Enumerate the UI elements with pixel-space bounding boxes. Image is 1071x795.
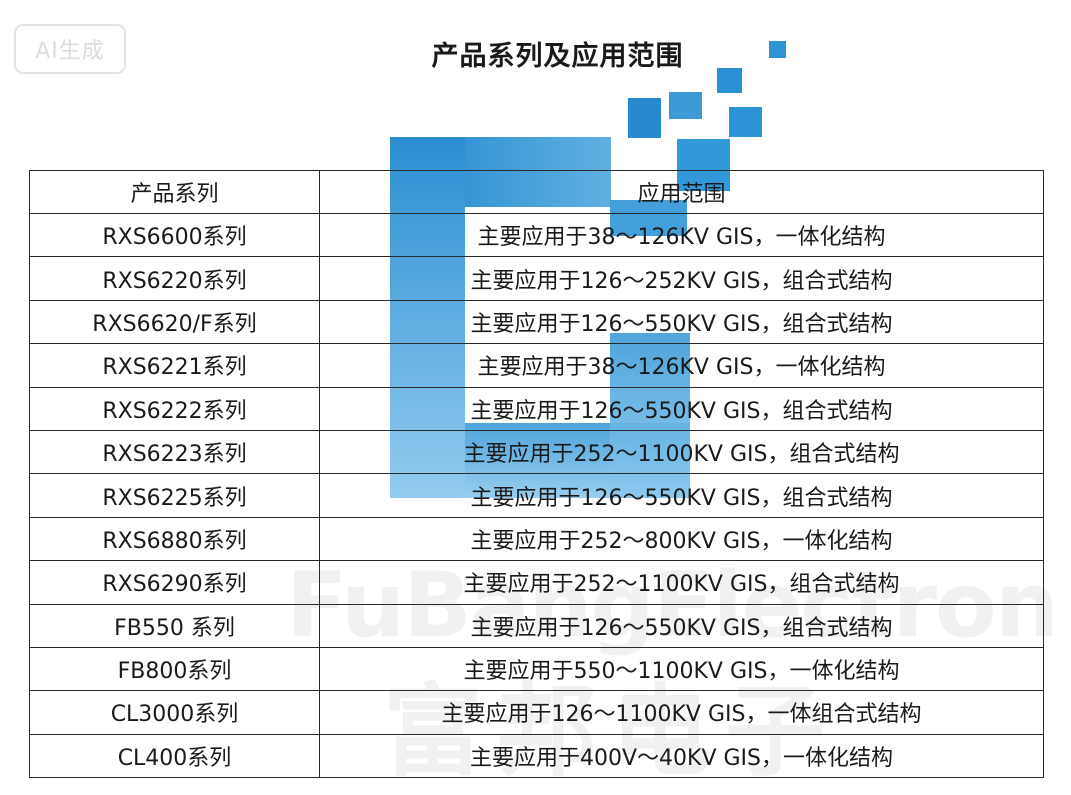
table-row: CL3000系列 主要应用于126～1100KV GIS，一体组合式结构 (29, 690, 1044, 735)
series-cell: RXS6600系列 (29, 212, 320, 258)
table-row: RXS6600系列 主要应用于38～126KV GIS，一体化结构 (29, 212, 1044, 258)
application-cell: 主要应用于400V～40KV GIS，一体化结构 (319, 733, 1044, 779)
table-row: CL400系列 主要应用于400V～40KV GIS，一体化结构 (29, 733, 1044, 779)
application-cell: 主要应用于252～1100KV GIS，组合式结构 (319, 560, 1044, 605)
header-product-series: 产品系列 (29, 170, 320, 214)
series-cell: CL400系列 (29, 733, 320, 779)
application-cell: 主要应用于126～1100KV GIS，一体组合式结构 (319, 690, 1044, 735)
application-cell: 主要应用于550～1100KV GIS，一体化结构 (319, 646, 1044, 692)
series-cell: FB550 系列 (29, 603, 320, 648)
series-cell: RXS6220系列 (29, 256, 320, 301)
table-row: RXS6225系列 主要应用于126～550KV GIS，组合式结构 (29, 473, 1044, 518)
application-cell: 主要应用于126～550KV GIS，组合式结构 (319, 473, 1044, 518)
table-row: FB800系列 主要应用于550～1100KV GIS，一体化结构 (29, 646, 1044, 692)
series-cell: RXS6225系列 (29, 473, 320, 518)
page-title: 产品系列及应用范围 (431, 41, 684, 72)
product-series-table: 产品系列 应用范围 RXS6600系列 主要应用于38～126KV GIS，一体… (29, 170, 1044, 779)
table-row: RXS6220系列 主要应用于126～252KV GIS，组合式结构 (29, 256, 1044, 301)
series-cell: RXS6222系列 (29, 386, 320, 431)
table-row: RXS6290系列 主要应用于252～1100KV GIS，组合式结构 (29, 560, 1044, 605)
table-row: FB550 系列 主要应用于126～550KV GIS，组合式结构 (29, 603, 1044, 648)
series-cell: CL3000系列 (29, 690, 320, 735)
series-cell: RXS6223系列 (29, 429, 320, 475)
header-application-range: 应用范围 (319, 170, 1044, 214)
table-row: RXS6221系列 主要应用于38～126KV GIS，一体化结构 (29, 343, 1044, 388)
application-cell: 主要应用于126～252KV GIS，组合式结构 (319, 256, 1044, 301)
application-cell: 主要应用于252～800KV GIS，一体化结构 (319, 516, 1044, 562)
table-header-row: 产品系列 应用范围 (29, 170, 1044, 214)
series-cell: RXS6221系列 (29, 343, 320, 388)
table-row: RXS6620/F系列 主要应用于126～550KV GIS，组合式结构 (29, 299, 1044, 345)
application-cell: 主要应用于126～550KV GIS，组合式结构 (319, 603, 1044, 648)
application-cell: 主要应用于252～1100KV GIS，组合式结构 (319, 429, 1044, 475)
series-cell: RXS6620/F系列 (29, 299, 320, 345)
series-cell: FB800系列 (29, 646, 320, 692)
application-cell: 主要应用于126～550KV GIS，组合式结构 (319, 386, 1044, 431)
table-row: RXS6880系列 主要应用于252～800KV GIS，一体化结构 (29, 516, 1044, 562)
table-row: RXS6223系列 主要应用于252～1100KV GIS，组合式结构 (29, 429, 1044, 475)
application-cell: 主要应用于38～126KV GIS，一体化结构 (319, 212, 1044, 258)
application-cell: 主要应用于38～126KV GIS，一体化结构 (319, 343, 1044, 388)
table-row: RXS6222系列 主要应用于126～550KV GIS，组合式结构 (29, 386, 1044, 431)
series-cell: RXS6290系列 (29, 560, 320, 605)
ai-generated-badge: AI生成 (14, 24, 126, 74)
series-cell: RXS6880系列 (29, 516, 320, 562)
application-cell: 主要应用于126～550KV GIS，组合式结构 (319, 299, 1044, 345)
